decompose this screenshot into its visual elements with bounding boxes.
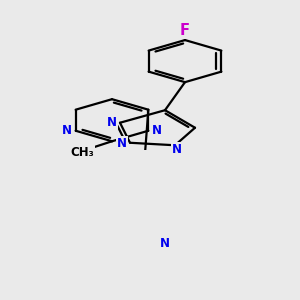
Text: CH₃: CH₃ bbox=[70, 146, 94, 159]
Text: N: N bbox=[117, 137, 127, 150]
Text: N: N bbox=[61, 124, 72, 137]
Text: N: N bbox=[160, 237, 170, 250]
Text: F: F bbox=[180, 22, 190, 38]
Text: N: N bbox=[172, 143, 182, 156]
Text: N: N bbox=[107, 116, 117, 129]
Text: N: N bbox=[152, 124, 162, 137]
